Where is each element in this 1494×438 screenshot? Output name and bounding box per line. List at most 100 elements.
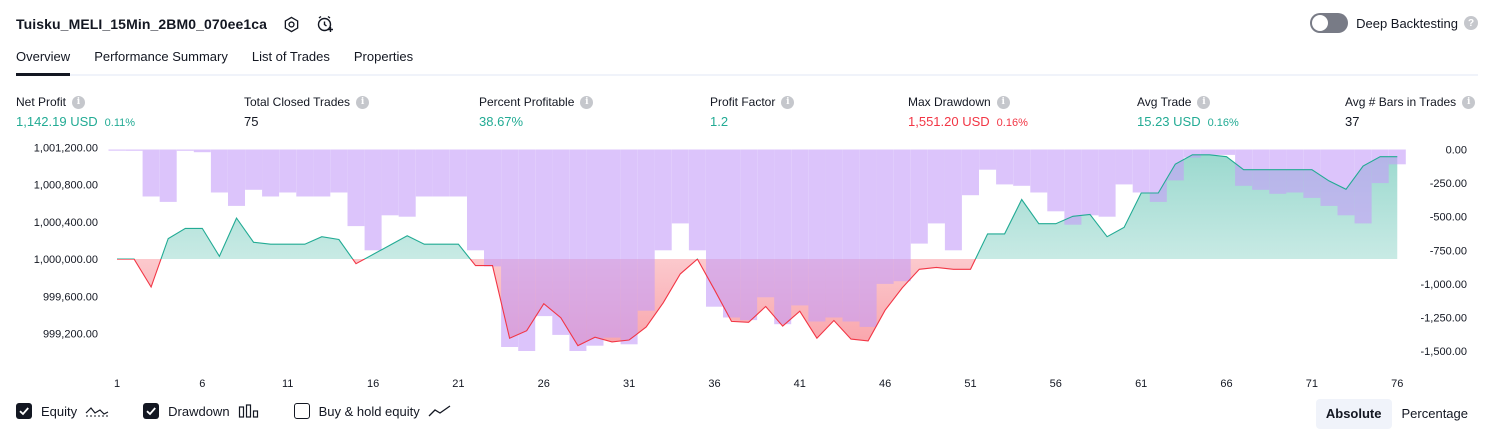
y-left-tick-label: 1,001,200.00 [34, 142, 98, 154]
legend-buy-hold[interactable]: Buy & hold equity [293, 403, 452, 419]
legend-equity[interactable]: Equity [16, 403, 109, 419]
y-right-tick-label: -750.00 [1430, 245, 1467, 257]
drawdown-bar [381, 149, 399, 216]
drawdown-bar [586, 149, 604, 346]
x-tick-label: 36 [708, 378, 720, 390]
drawdown-bar [1064, 149, 1082, 225]
y-left-tick-label: 1,000,000.00 [34, 254, 98, 266]
drawdown-bar [1201, 149, 1218, 155]
metric-max-drawdown: Max Drawdown i 1,551.20 USD 0.16% [908, 94, 1028, 129]
metric-label: Max Drawdown [908, 95, 991, 109]
legend-drawdown[interactable]: Drawdown [143, 403, 259, 419]
drawdown-bar [996, 149, 1014, 185]
info-icon[interactable]: i [1197, 95, 1211, 109]
help-icon[interactable]: ? [1464, 16, 1478, 30]
x-tick-label: 21 [452, 378, 464, 390]
x-tick-label: 16 [367, 378, 379, 390]
metric-percent: 0.11% [104, 117, 136, 129]
metric-value: 1,142.19 USD [16, 114, 98, 129]
x-tick-label: 26 [538, 378, 550, 390]
drawdown-bar [842, 149, 860, 322]
drawdown-bar [176, 149, 194, 151]
y-right-tick-label: -1,250.00 [1421, 313, 1467, 325]
drawdown-bar [1269, 149, 1287, 194]
info-icon[interactable]: i [356, 95, 370, 109]
settings-icon[interactable] [281, 14, 301, 34]
add-alert-icon[interactable] [315, 14, 335, 34]
drawdown-bar [791, 149, 809, 306]
x-tick-label: 76 [1391, 378, 1403, 390]
drawdown-bar [228, 149, 245, 206]
equity-checkbox[interactable] [16, 403, 32, 419]
metric-value: 37 [1345, 114, 1360, 129]
info-icon[interactable]: i [580, 95, 594, 109]
tab-properties[interactable]: Properties [353, 49, 414, 64]
chart-legend: Equity Drawdown Buy & hold equity [16, 403, 486, 419]
percentage-button[interactable]: Percentage [1401, 406, 1469, 421]
y-right-tick-label: -500.00 [1430, 212, 1467, 224]
drawdown-bar [859, 149, 877, 327]
drawdown-bar [1371, 149, 1389, 184]
metric-value: 75 [244, 114, 259, 129]
drawdown-bar [1354, 149, 1372, 224]
metric-avg-trade: Avg Trade i 15.23 USD 0.16% [1137, 94, 1239, 129]
x-tick-label: 56 [1050, 378, 1062, 390]
equity-line-negative [117, 259, 977, 347]
drawdown-bar [1183, 149, 1201, 158]
drawdown-checkbox[interactable] [143, 403, 160, 419]
drawdown-bar [1218, 149, 1235, 155]
info-icon[interactable]: i [1462, 95, 1476, 109]
tab-overview[interactable]: Overview [16, 46, 71, 76]
x-tick-label: 31 [623, 378, 635, 390]
info-icon[interactable]: i [781, 95, 795, 109]
drawdown-bar [1013, 149, 1031, 186]
metric-avg-bars: Avg # Bars in Trades i 37 [1345, 94, 1476, 129]
x-tick-label: 41 [794, 378, 806, 390]
equity-line-icon [85, 404, 109, 418]
drawdown-bar [467, 149, 484, 251]
x-tick-label: 46 [879, 378, 891, 390]
drawdown-bar [654, 149, 672, 251]
drawdown-bar [1098, 149, 1116, 217]
drawdown-bar [142, 149, 160, 197]
y-right-tick-label: -250.00 [1430, 178, 1467, 190]
drawdown-bar [706, 149, 723, 307]
tab-list-of-trades[interactable]: List of Trades [251, 49, 330, 64]
y-right-tick-label: -1,500.00 [1421, 346, 1467, 358]
drawdown-bar [484, 149, 501, 267]
equity-drawdown-chart[interactable]: 1,001,200.00 1,000,800.00 1,000,400.00 1,00… [0, 138, 1494, 396]
strategy-header: Tuisku_MELI_15Min_2BM0_070ee1ca [16, 12, 335, 36]
legend-label: Drawdown [168, 403, 230, 419]
buy-hold-checkbox[interactable] [293, 403, 310, 419]
drawdown-bar [1081, 149, 1099, 216]
view-mode-switch: Absolute Percentage [1315, 399, 1478, 429]
drawdown-bar [279, 149, 297, 193]
drawdown-bar [245, 149, 263, 190]
metric-percent: 0.16% [996, 117, 1028, 129]
metric-label: Total Closed Trades [244, 95, 351, 109]
deep-backtesting-label: Deep Backtesting [1356, 15, 1458, 31]
y-left-tick-label: 1,000,800.00 [34, 180, 98, 192]
y-right-tick-label: 0.00 [1446, 145, 1467, 157]
metric-profit-factor: Profit Factor i 1.2 [710, 94, 795, 129]
drawdown-bar [330, 149, 348, 193]
absolute-button[interactable]: Absolute [1315, 399, 1392, 429]
info-icon[interactable]: i [996, 95, 1010, 109]
metric-label: Net Profit [16, 95, 67, 109]
drawdown-bar [518, 149, 536, 351]
deep-backtesting-toggle[interactable] [1310, 13, 1349, 33]
tab-performance-summary[interactable]: Performance Summary [94, 49, 228, 64]
metric-value: 1.2 [710, 114, 729, 129]
info-icon[interactable]: i [72, 95, 86, 109]
strategy-title: Tuisku_MELI_15Min_2BM0_070ee1ca [16, 16, 268, 32]
deep-backtesting: Deep Backtesting ? [1310, 13, 1478, 33]
legend-label: Equity [41, 403, 78, 419]
drawdown-bar [1320, 149, 1338, 206]
drawdown-bar [262, 149, 280, 197]
drawdown-bar [296, 149, 314, 197]
buy-hold-line-icon [428, 404, 452, 418]
drawdown-bar [688, 149, 706, 251]
metric-value: 1,551.20 USD [908, 114, 990, 129]
drawdown-bar [449, 149, 467, 197]
drawdown-bar [347, 149, 365, 227]
